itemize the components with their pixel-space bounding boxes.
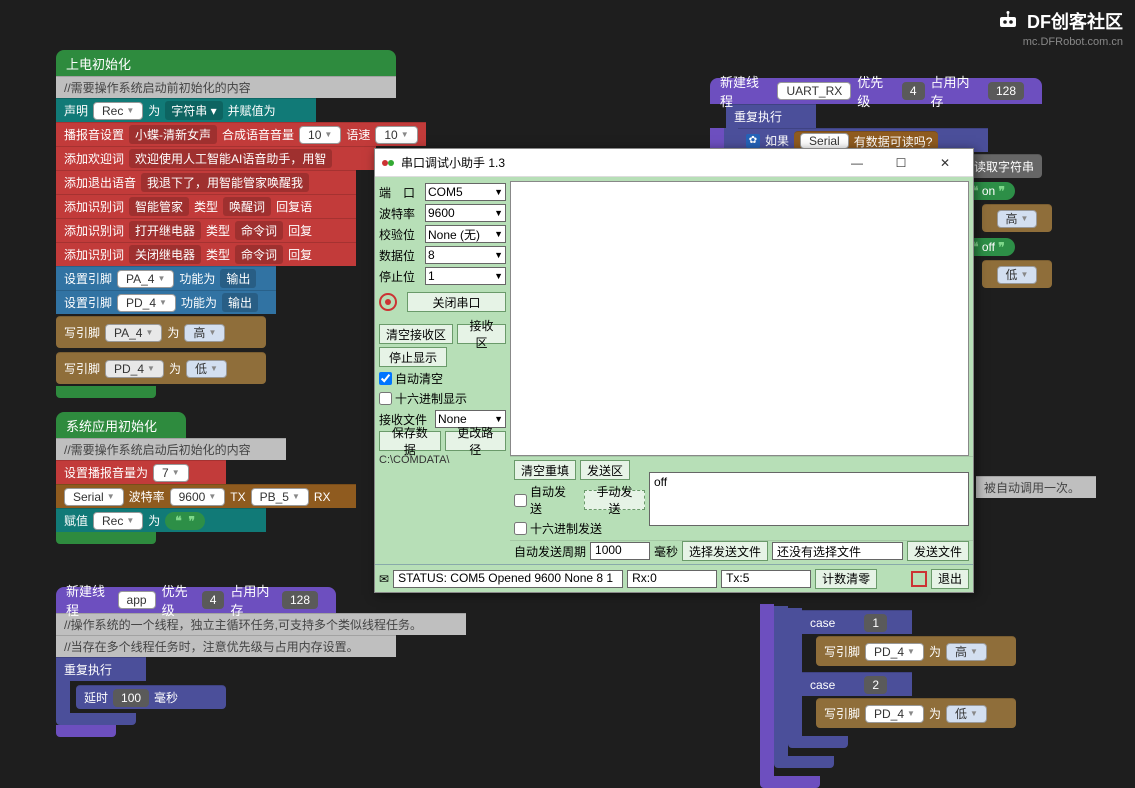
hat-thread-app[interactable]: 新建线程 app 优先级 4 占用内存 128	[56, 587, 336, 613]
init-comment: //需要操作系统启动前初始化的内容	[56, 76, 396, 98]
decl-var[interactable]: Rec▼	[93, 102, 143, 120]
send-file-button[interactable]: 发送文件	[907, 541, 969, 561]
app-icon	[381, 156, 395, 170]
brand-logo: DF创客社区 mc.DFRobot.com.cn	[995, 8, 1123, 48]
rec3-row[interactable]: 添加识别词 关闭继电器 类型 命令词 回复	[56, 242, 356, 266]
decl-prefix: 声明	[64, 102, 88, 119]
gear-icon[interactable]: ✿	[746, 134, 760, 148]
called-once: 被自动调用一次。	[976, 476, 1096, 498]
hat-thread-rx[interactable]: 新建线程 UART_RX 优先级 4 占用内存 128	[710, 78, 1042, 104]
port-select[interactable]: COM5▼	[425, 183, 506, 201]
manual-send-button[interactable]: 手动发送	[584, 490, 645, 510]
brand-url: mc.DFRobot.com.cn	[995, 36, 1123, 48]
window-title: 串口调试小助手 1.3	[401, 154, 835, 171]
auto-clear-check[interactable]	[379, 372, 392, 385]
parity-select[interactable]: None (无)▼	[425, 225, 506, 243]
thread-app-c1: //操作系统的一个线程，独立主循环任务,可支持多个类似线程任务。	[56, 613, 466, 635]
rec1-row[interactable]: 添加识别词 智能管家 类型 唤醒词 回复语	[56, 194, 356, 218]
rx-count: Rx:0	[627, 570, 717, 588]
hat-sysinit[interactable]: 系统应用初始化	[56, 412, 186, 438]
port-status-icon	[379, 293, 397, 311]
delay-row[interactable]: 延时 100 毫秒	[76, 685, 226, 709]
serial-begin-row[interactable]: Serial▼ 波特率 9600▼ TX PB_5▼ RX	[56, 484, 356, 508]
stop-icon[interactable]	[911, 571, 927, 587]
close-button[interactable]: ✕	[923, 152, 967, 174]
save-path: C:\COMDATA\	[379, 454, 506, 466]
welcome-row[interactable]: 添加欢迎词 欢迎使用人工智能AI语音助手，用智	[56, 146, 376, 170]
exit-row[interactable]: 添加退出语音 我退下了，用智能管家唤醒我	[56, 170, 356, 194]
titlebar[interactable]: 串口调试小助手 1.3 — ☐ ✕	[375, 149, 973, 177]
setpin1-row[interactable]: 设置引脚 PA_4▼ 功能为 输出	[56, 266, 276, 290]
file-path-display: 还没有选择文件	[772, 542, 903, 560]
receive-textarea[interactable]	[510, 181, 969, 456]
setvol-row[interactable]: 设置播报音量为 7▼	[56, 460, 226, 484]
case2-write[interactable]: 写引脚 PD_4▼ 为 低▼	[816, 698, 1016, 728]
reset-count-button[interactable]: 计数清零	[815, 569, 877, 589]
decl-tail: 并赋值为	[228, 102, 276, 119]
case1[interactable]: case 1	[802, 610, 912, 634]
select-file-button[interactable]: 选择发送文件	[682, 541, 768, 561]
thread-app-c2: //当存在多个线程任务时，注意优先级与占用内存设置。	[56, 635, 396, 657]
status-bar: ✉ STATUS: COM5 Opened 9600 None 8 1 Rx:0…	[375, 564, 973, 592]
setpin2-row[interactable]: 设置引脚 PD_4▼ 功能为 输出	[56, 290, 276, 314]
rx-repeat[interactable]: 重复执行	[726, 104, 816, 128]
tx-count: Tx:5	[721, 570, 811, 588]
decl-type[interactable]: 字符串 ▾	[165, 101, 222, 120]
baud-select[interactable]: 9600▼	[425, 204, 506, 222]
case-label: case	[810, 678, 835, 692]
auto-period-input[interactable]: 1000	[590, 542, 650, 560]
change-path-button[interactable]: 更改路径	[445, 431, 507, 451]
writepin-high[interactable]: 写引脚 PA_4▼ 为 高▼	[56, 316, 266, 348]
rec2-row[interactable]: 添加识别词 打开继电器 类型 命令词 回复	[56, 218, 356, 242]
sysinit-comment: //需要操作系统启动后初始化的内容	[56, 438, 286, 460]
mail-icon: ✉	[379, 572, 389, 586]
status-text: STATUS: COM5 Opened 9600 None 8 1	[393, 570, 623, 588]
case2[interactable]: case 2	[802, 672, 912, 696]
close-port-button[interactable]: 关闭串口	[407, 292, 506, 312]
case1-write[interactable]: 写引脚 PD_4▼ 为 高▼	[816, 636, 1016, 666]
send-textarea[interactable]: off	[649, 472, 969, 526]
decl-mid: 为	[148, 102, 160, 119]
assign-row[interactable]: 赋值 Rec▼ 为 ❝ ❞	[56, 508, 266, 532]
save-data-button[interactable]: 保存数据	[379, 431, 441, 451]
hex-send-check[interactable]	[514, 522, 527, 535]
writepin-low[interactable]: 写引脚 PD_4▼ 为 低▼	[56, 352, 266, 384]
robot-icon	[995, 11, 1021, 31]
serial-tool-window[interactable]: 串口调试小助手 1.3 — ☐ ✕ 端 口COM5▼ 波特率9600▼ 校验位N…	[374, 148, 974, 593]
case-label: case	[810, 616, 835, 630]
clear-refill-button[interactable]: 清空重填	[514, 460, 576, 480]
tts-config-row[interactable]: 播报音设置 小蝶-清新女声 合成语音音量 10▼ 语速 10▼	[56, 122, 426, 146]
brand-title: DF创客社区	[1027, 8, 1123, 34]
rx-area-button[interactable]: 接收区	[457, 324, 506, 344]
stopbits-select[interactable]: 1▼	[425, 267, 506, 285]
hex-display-check[interactable]	[379, 392, 392, 405]
declare-row[interactable]: 声明 Rec▼ 为 字符串 ▾ 并赋值为	[56, 98, 316, 122]
clear-rx-button[interactable]: 清空接收区	[379, 324, 453, 344]
empty-string[interactable]: ❝ ❞	[165, 512, 205, 530]
minimize-button[interactable]: —	[835, 152, 879, 174]
tx-area-button[interactable]: 发送区	[580, 460, 630, 480]
auto-send-check[interactable]	[514, 494, 527, 507]
maximize-button[interactable]: ☐	[879, 152, 923, 174]
val-high[interactable]: 高▼	[982, 204, 1052, 232]
databits-select[interactable]: 8▼	[425, 246, 506, 264]
exit-button[interactable]: 退出	[931, 569, 969, 589]
settings-pane: 端 口COM5▼ 波特率9600▼ 校验位None (无)▼ 数据位8▼ 停止位…	[375, 177, 510, 564]
repeat-row[interactable]: 重复执行	[56, 657, 146, 681]
stop-display-button[interactable]: 停止显示	[379, 347, 447, 367]
hat-init[interactable]: 上电初始化	[56, 50, 396, 76]
val-low[interactable]: 低▼	[982, 260, 1052, 288]
